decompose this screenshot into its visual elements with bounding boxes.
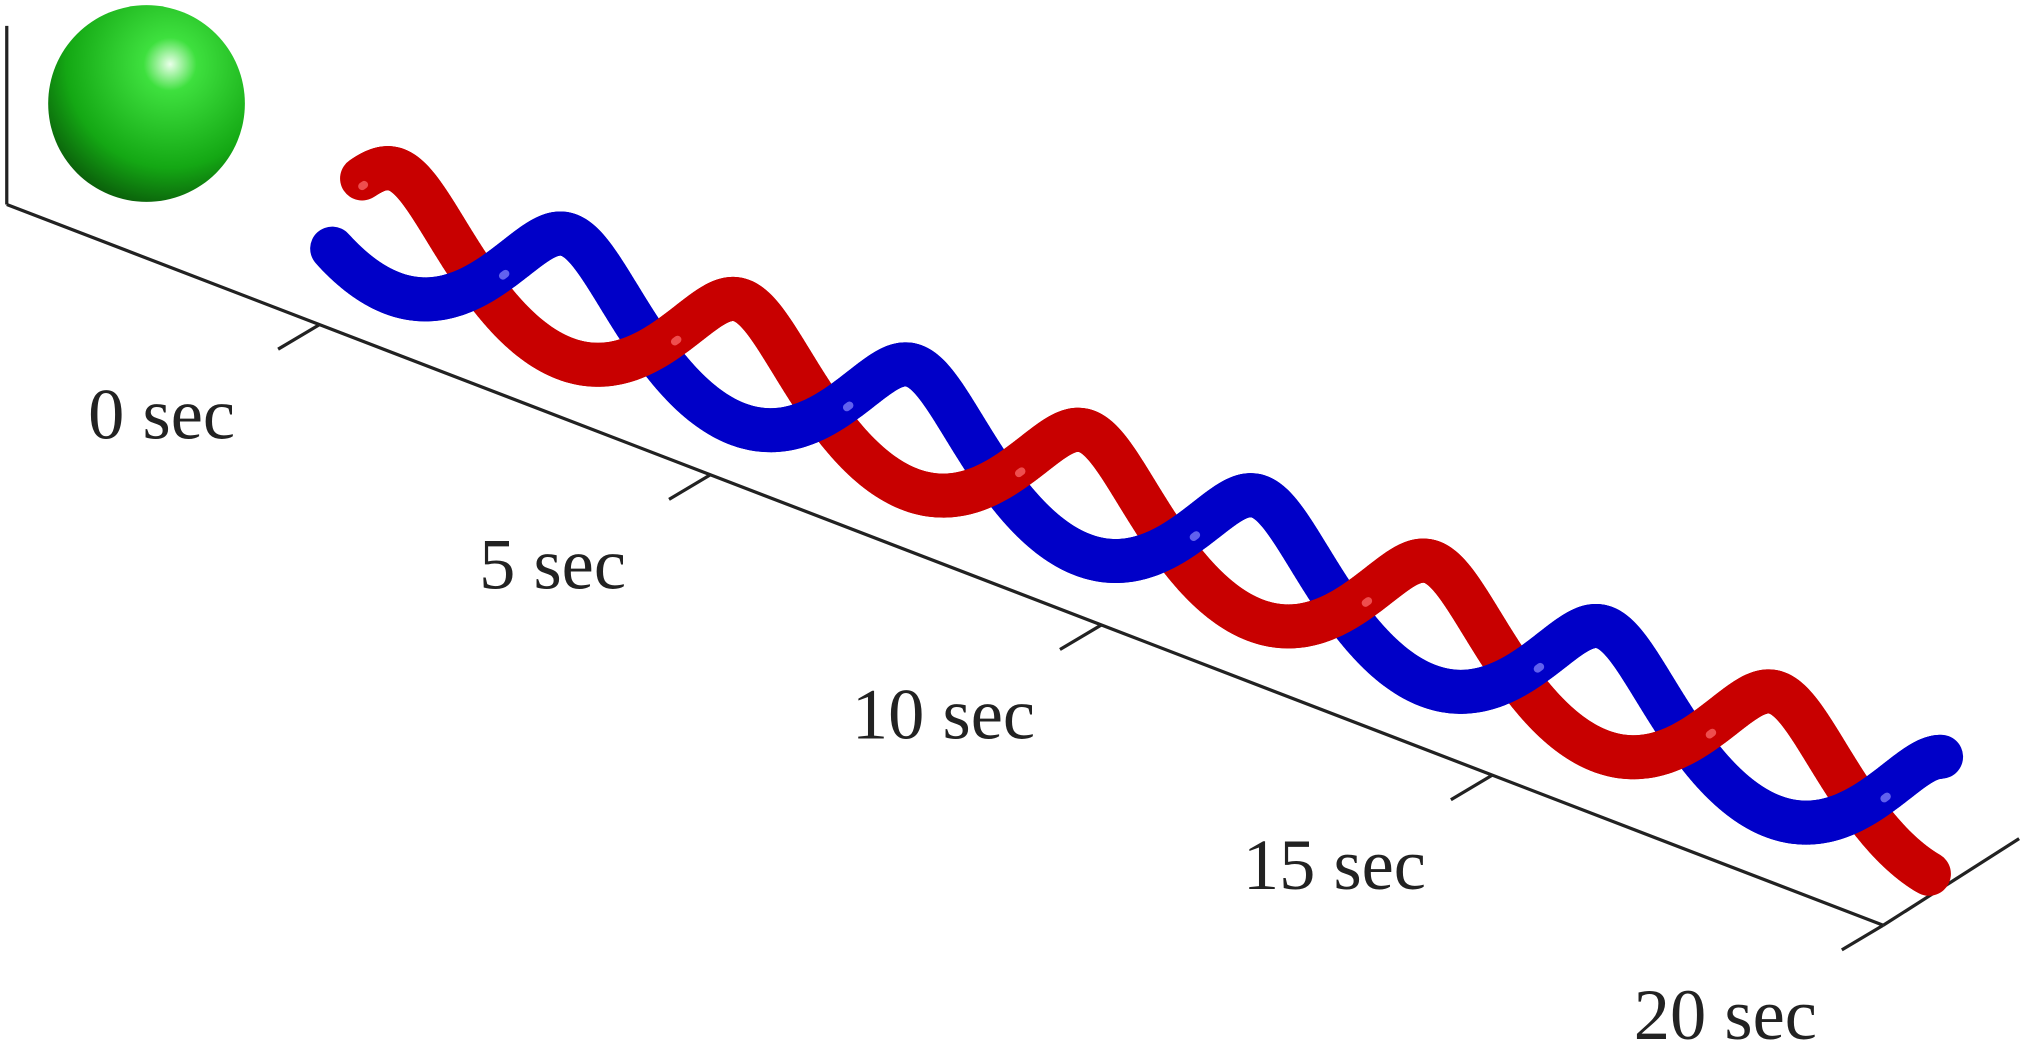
x-tick-label: 5 sec <box>479 523 626 604</box>
x-axis: 0 sec 5 sec 10 sec 15 sec 20 sec <box>6 202 1885 1055</box>
tube-highlight <box>358 180 369 191</box>
x-tick-label: 10 sec <box>852 674 1035 755</box>
tube-highlight <box>1014 467 1026 478</box>
tick <box>1059 623 1103 651</box>
tube-highlight <box>498 269 510 280</box>
tube-highlight <box>1361 597 1373 607</box>
tube-segment <box>996 441 1044 488</box>
tube-segment <box>1903 849 1951 896</box>
tube-segment <box>480 243 528 290</box>
tube-highlight <box>1880 792 1891 803</box>
tube-highlight <box>842 401 854 412</box>
tube-highlight <box>1189 531 1201 541</box>
tube-highlight <box>1533 662 1545 673</box>
tick <box>668 473 712 501</box>
tube-segment <box>652 309 700 356</box>
y-axis <box>1882 837 2020 927</box>
sphere <box>48 5 245 202</box>
tube-segment <box>340 155 387 201</box>
tick <box>1450 773 1494 802</box>
tube-segment <box>1515 637 1563 684</box>
tube-highlight <box>670 335 682 346</box>
tube-segment <box>824 375 872 422</box>
axis-line <box>6 202 1884 927</box>
tube-segment <box>1343 571 1391 618</box>
tubes <box>310 146 1964 896</box>
tube-segment <box>1862 766 1909 813</box>
tube-segment <box>1171 505 1219 552</box>
x-tick-label: 0 sec <box>88 373 235 454</box>
tube-highlight <box>1705 728 1717 739</box>
x-tick-label: 15 sec <box>1243 824 1426 905</box>
x-tick-label: 20 sec <box>1634 974 1817 1055</box>
tick <box>277 323 321 351</box>
tick <box>1840 923 1885 952</box>
tube-segment <box>1687 702 1735 749</box>
